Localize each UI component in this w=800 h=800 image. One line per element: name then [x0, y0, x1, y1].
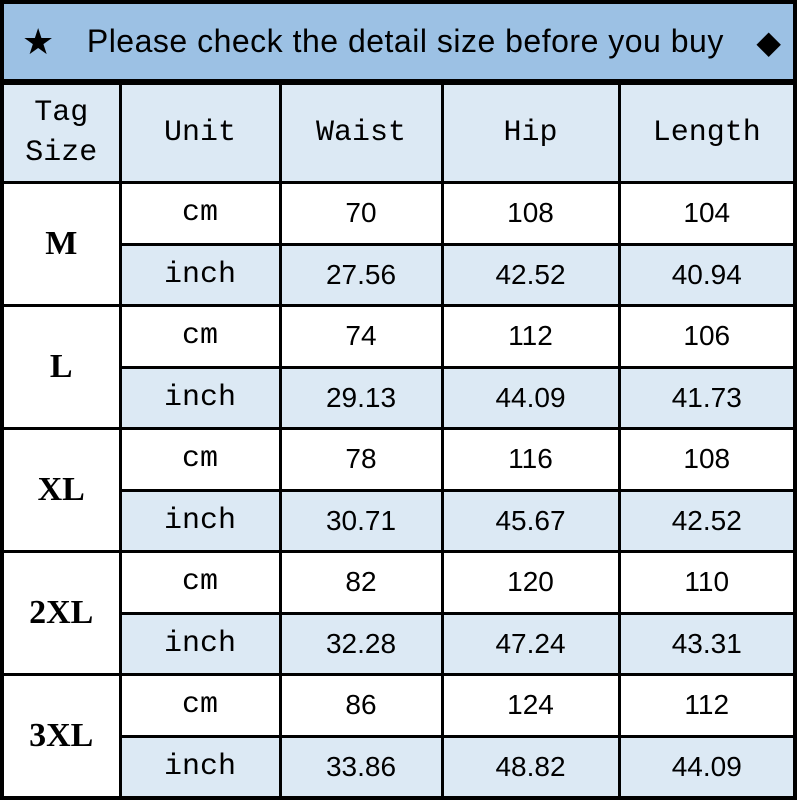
hip-value: 47.24	[440, 611, 621, 676]
unit-cell: inch	[118, 365, 282, 430]
table-row-l-cm: L cm 74 112 106	[0, 304, 797, 430]
unit-cell: inch	[118, 488, 282, 553]
star-icon: ★	[22, 20, 55, 62]
waist-value: 33.86	[278, 734, 444, 800]
length-value: 112	[617, 673, 797, 738]
header-tag-size: Tag Size	[0, 81, 122, 184]
unit-cell: cm	[118, 673, 282, 738]
length-value: 44.09	[617, 734, 797, 800]
banner-text: Please check the detail size before you …	[86, 23, 724, 59]
size-cell-m: M	[0, 181, 122, 307]
length-value: 104	[617, 181, 797, 246]
hip-value: 44.09	[440, 365, 621, 430]
table-row-2xl-inch: inch 32.28 47.24 43.31	[2, 611, 797, 676]
size-chart-table: Tag Size Unit Waist Hip Length M cm 70 1…	[0, 81, 797, 800]
hip-value: 108	[440, 181, 621, 246]
size-warning-banner: ★ Please check the detail size before yo…	[0, 0, 797, 81]
length-value: 110	[617, 550, 797, 615]
hip-value: 48.82	[440, 734, 621, 800]
waist-value: 29.13	[278, 365, 444, 430]
table-row-m-inch: inch 27.56 42.52 40.94	[2, 242, 797, 307]
unit-cell: inch	[118, 242, 282, 307]
header-unit: Unit	[118, 81, 282, 184]
waist-value: 82	[278, 550, 444, 615]
table-row-xl-inch: inch 30.71 45.67 42.52	[2, 488, 797, 553]
unit-cell: cm	[118, 427, 282, 492]
table-row-l-inch: inch 29.13 44.09 41.73	[2, 365, 797, 430]
unit-cell: cm	[118, 304, 282, 369]
hip-value: 116	[440, 427, 621, 492]
table-row-3xl-inch: inch 33.86 48.82 44.09	[2, 734, 797, 800]
waist-value: 32.28	[278, 611, 444, 676]
length-value: 40.94	[617, 242, 797, 307]
length-value: 106	[617, 304, 797, 369]
size-cell-xl: XL	[0, 427, 122, 553]
waist-value: 86	[278, 673, 444, 738]
header-length: Length	[617, 81, 797, 184]
unit-cell: cm	[118, 181, 282, 246]
length-value: 43.31	[617, 611, 797, 676]
unit-cell: inch	[118, 611, 282, 676]
unit-cell: inch	[118, 734, 282, 800]
table-row-3xl-cm: 3XL cm 86 124 112	[0, 673, 797, 800]
header-hip: Hip	[440, 81, 621, 184]
size-cell-l: L	[0, 304, 122, 430]
unit-cell: cm	[118, 550, 282, 615]
table-row-m-cm: M cm 70 108 104	[0, 181, 797, 307]
header-waist: Waist	[278, 81, 444, 184]
header-tag-size-line1: Tag	[34, 95, 89, 130]
length-value: 108	[617, 427, 797, 492]
length-value: 41.73	[617, 365, 797, 430]
waist-value: 27.56	[278, 242, 444, 307]
length-value: 42.52	[617, 488, 797, 553]
header-tag-size-line2: Size	[25, 136, 98, 170]
header-row: Tag Size Unit Waist Hip Length	[0, 81, 797, 184]
hip-value: 45.67	[440, 488, 621, 553]
table-row-xl-cm: XL cm 78 116 108	[0, 427, 797, 553]
hip-value: 42.52	[440, 242, 621, 307]
diamond-icon: ◆	[756, 23, 781, 60]
size-cell-3xl: 3XL	[0, 673, 122, 800]
waist-value: 70	[278, 181, 444, 246]
waist-value: 78	[278, 427, 444, 492]
hip-value: 124	[440, 673, 621, 738]
hip-value: 112	[440, 304, 621, 369]
waist-value: 30.71	[278, 488, 444, 553]
waist-value: 74	[278, 304, 444, 369]
hip-value: 120	[440, 550, 621, 615]
size-cell-2xl: 2XL	[0, 550, 122, 676]
table-row-2xl-cm: 2XL cm 82 120 110	[0, 550, 797, 676]
